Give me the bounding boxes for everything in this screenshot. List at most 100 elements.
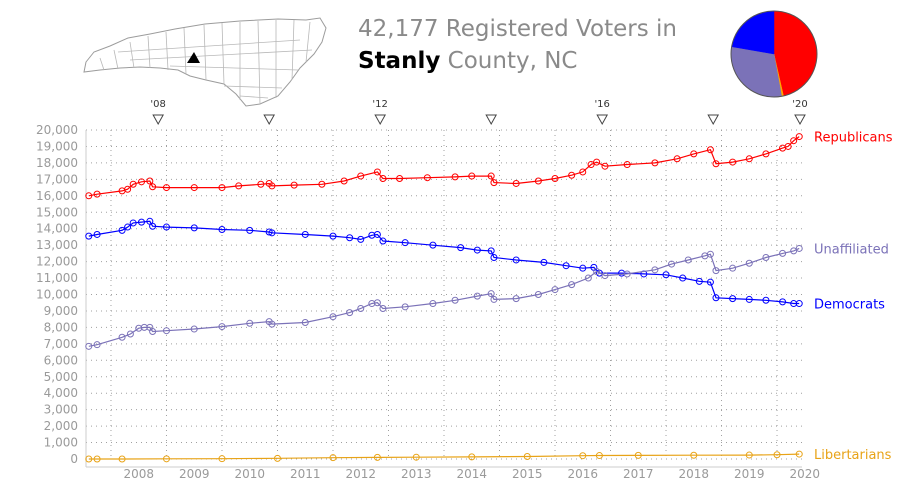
data-point xyxy=(218,323,226,331)
y-tick-label: 1,000 xyxy=(44,436,78,450)
data-point xyxy=(487,290,495,298)
series-labels: Republicans Democrats Unaffiliated Libertar… xyxy=(814,131,893,463)
data-point xyxy=(668,260,676,268)
data-point xyxy=(790,137,798,145)
data-point xyxy=(784,142,792,150)
x-tick-label: 2017 xyxy=(623,467,654,481)
data-point xyxy=(429,241,437,249)
data-point xyxy=(490,253,498,261)
data-point xyxy=(779,249,787,257)
data-point xyxy=(329,313,337,321)
data-point xyxy=(357,235,365,243)
county-name: Stanly xyxy=(358,48,441,74)
chart-title: 42,177 Registered Voters in xyxy=(358,16,677,42)
data-point xyxy=(357,304,365,312)
data-point xyxy=(218,184,226,192)
data-point xyxy=(346,309,354,317)
data-point xyxy=(584,274,592,282)
data-point xyxy=(512,256,520,264)
data-point xyxy=(795,450,803,458)
data-point xyxy=(162,455,170,463)
x-tick-label: 2011 xyxy=(290,467,321,481)
data-point xyxy=(118,455,126,463)
data-point xyxy=(423,174,431,182)
county-suffix: County, NC xyxy=(447,48,578,74)
data-point xyxy=(346,234,354,242)
y-tick-label: 0 xyxy=(70,452,78,466)
data-point xyxy=(85,192,93,200)
x-tick-label: 2018 xyxy=(678,467,709,481)
data-point xyxy=(401,239,409,247)
data-point xyxy=(487,172,495,180)
data-point xyxy=(457,244,465,252)
y-tick-label: 20,000 xyxy=(36,123,78,137)
data-point xyxy=(623,270,631,278)
data-point xyxy=(673,155,681,163)
data-point xyxy=(762,296,770,304)
data-point xyxy=(301,230,309,238)
data-point xyxy=(468,453,476,461)
data-point xyxy=(762,150,770,158)
y-tick-label: 3,000 xyxy=(44,403,78,417)
pie-outline xyxy=(730,10,818,98)
election-marker xyxy=(596,114,609,126)
data-point xyxy=(268,182,276,190)
data-point xyxy=(601,162,609,170)
data-point xyxy=(795,300,803,308)
data-point xyxy=(487,247,495,255)
data-point xyxy=(790,247,798,255)
data-point xyxy=(329,232,337,240)
x-tick-label: 2013 xyxy=(401,467,432,481)
data-point xyxy=(162,223,170,231)
data-point xyxy=(690,150,698,158)
chart-subtitle: Stanly County, NC xyxy=(358,48,577,74)
data-point xyxy=(373,453,381,461)
x-tick-label: 2014 xyxy=(456,467,487,481)
data-point xyxy=(795,244,803,252)
data-point xyxy=(190,184,198,192)
series-label: Unaffiliated xyxy=(814,242,889,257)
data-point xyxy=(551,175,559,183)
data-point xyxy=(124,185,132,193)
data-point xyxy=(93,230,101,238)
series-line xyxy=(88,220,800,305)
data-point xyxy=(451,296,459,304)
data-point xyxy=(745,451,753,459)
title-suffix: Registered Voters in xyxy=(445,16,677,42)
data-point xyxy=(534,291,542,298)
data-point xyxy=(301,318,309,326)
data-point xyxy=(329,454,337,462)
data-point xyxy=(540,258,548,266)
y-tick-label: 8,000 xyxy=(44,320,78,334)
data-point xyxy=(773,451,781,459)
party-pie-chart xyxy=(730,10,818,98)
chart-gridlines xyxy=(86,129,802,460)
election-year-label: '12 xyxy=(372,99,387,110)
data-point xyxy=(695,277,703,285)
x-tick-label: 2008 xyxy=(123,467,154,481)
data-point xyxy=(579,264,587,272)
data-point xyxy=(129,219,137,227)
data-point xyxy=(601,272,609,280)
data-point xyxy=(118,333,126,341)
y-tick-label: 6,000 xyxy=(44,353,78,367)
data-point xyxy=(379,237,387,245)
data-point xyxy=(218,226,226,234)
y-tick-label: 12,000 xyxy=(36,255,78,269)
data-point xyxy=(473,246,481,254)
data-point xyxy=(126,330,134,338)
stanly-county-highlight xyxy=(187,52,200,63)
data-point xyxy=(468,172,476,180)
data-point xyxy=(712,267,720,275)
data-point xyxy=(85,342,93,350)
y-tick-label: 15,000 xyxy=(36,205,78,219)
data-point xyxy=(745,295,753,303)
election-marker xyxy=(263,114,276,126)
y-tick-label: 16,000 xyxy=(36,189,78,203)
series-label: Libertarians xyxy=(814,448,892,463)
voter-count: 42,177 xyxy=(358,16,439,42)
series-label: Democrats xyxy=(814,298,885,313)
x-tick-label: 2015 xyxy=(512,467,543,481)
data-point xyxy=(138,218,146,226)
data-point xyxy=(579,168,587,176)
